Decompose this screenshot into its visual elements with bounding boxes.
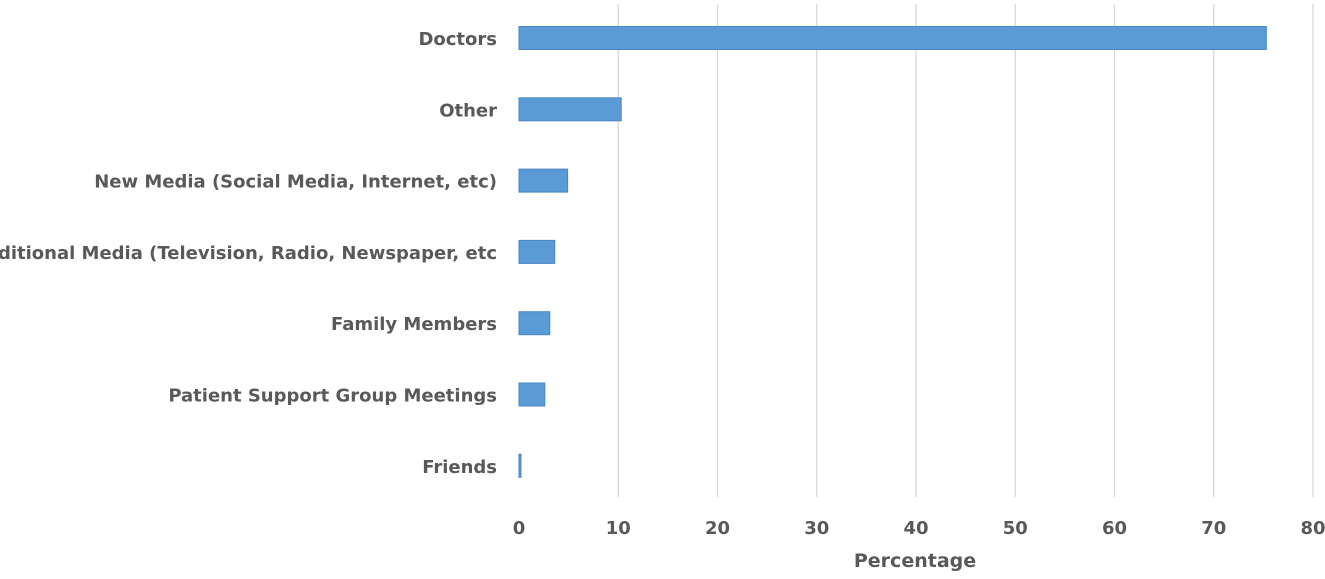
x-tick-label: 40: [903, 518, 928, 539]
x-tick-label: 10: [606, 518, 631, 539]
x-tick-label: 30: [804, 518, 829, 539]
bar: [518, 26, 1267, 50]
bars: [518, 26, 1267, 478]
category-label: Friends: [422, 457, 497, 478]
category-labels: Doctors Other New Media (Social Media, Int…: [0, 29, 497, 478]
category-label: Traditional Media (Television, Radio, Ne…: [0, 243, 497, 264]
category-label: Family Members: [331, 314, 497, 335]
gridlines: [617, 4, 1314, 497]
category-label: Doctors: [418, 29, 497, 50]
x-tick-label: 60: [1102, 518, 1127, 539]
x-tick-label: 70: [1201, 518, 1226, 539]
category-label: Patient Support Group Meetings: [168, 386, 497, 407]
bar: [518, 168, 569, 193]
x-tick-label: 80: [1300, 518, 1325, 539]
bar: [518, 382, 546, 407]
bar: [518, 453, 522, 478]
x-tick-labels: 0 10 20 30 40 50 60 70 80: [513, 518, 1325, 539]
x-tick-label: 50: [1003, 518, 1028, 539]
category-label: New Media (Social Media, Internet, etc): [94, 172, 497, 193]
bar: [518, 239, 556, 264]
bar: [518, 97, 622, 122]
x-tick-label: 20: [705, 518, 730, 539]
x-tick-label: 0: [513, 518, 526, 539]
bar: [518, 311, 551, 336]
x-axis-title: Percentage: [854, 550, 976, 572]
category-label: Other: [439, 100, 497, 121]
